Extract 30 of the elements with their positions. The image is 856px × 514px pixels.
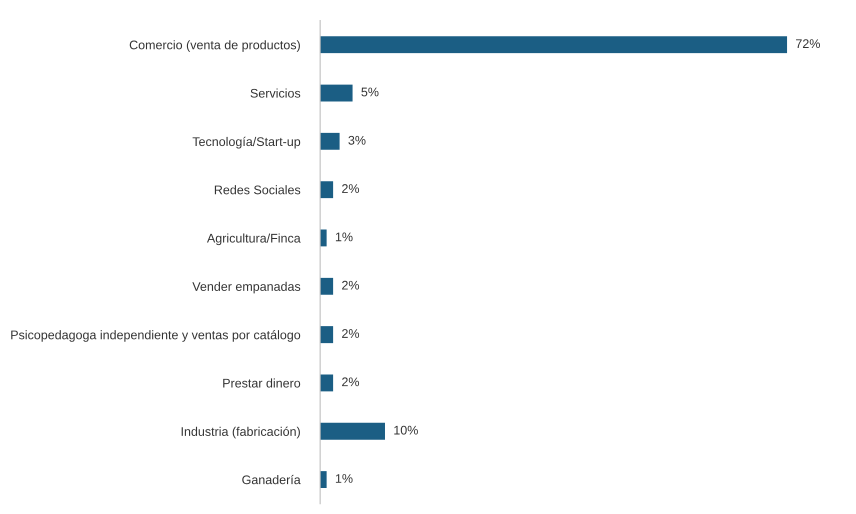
bar [320,230,327,246]
data-label: 72% [796,39,820,48]
y-tick-label: Industria (fabricación) [182,426,300,438]
data-label: 3% [348,136,366,145]
y-tick-label: Redes Sociales [214,185,300,194]
bar [320,181,334,198]
data-label: 2% [342,184,360,193]
y-tick-label: Prestar dinero [223,378,300,388]
y-tick-label: Tecnología/Start-up [192,136,300,149]
bar [320,84,353,102]
y-tick-label: Comercio (venta de productos) [130,40,300,52]
data-label: 5% [361,88,379,96]
data-label: 10% [394,426,418,435]
bar [320,326,334,344]
data-label: 1% [336,232,353,242]
bar [320,278,334,295]
y-tick-label: Psicopedagoga independiente y ventas por catálogo [11,330,300,342]
y-tick-label: Ganadería [242,474,301,484]
bar [320,132,340,150]
y-tick-label: Servicios [250,88,300,98]
y-tick-label: Vender empanadas [192,282,300,294]
data-label: 2% [342,280,360,290]
bar [320,36,788,54]
y-tick-label: Agricultura/Finca [206,233,301,246]
data-label: 2% [342,377,360,386]
bar [320,422,385,440]
bar [320,471,327,488]
bar [320,374,334,392]
data-label: 2% [342,329,360,338]
data-label: 1% [336,474,353,483]
